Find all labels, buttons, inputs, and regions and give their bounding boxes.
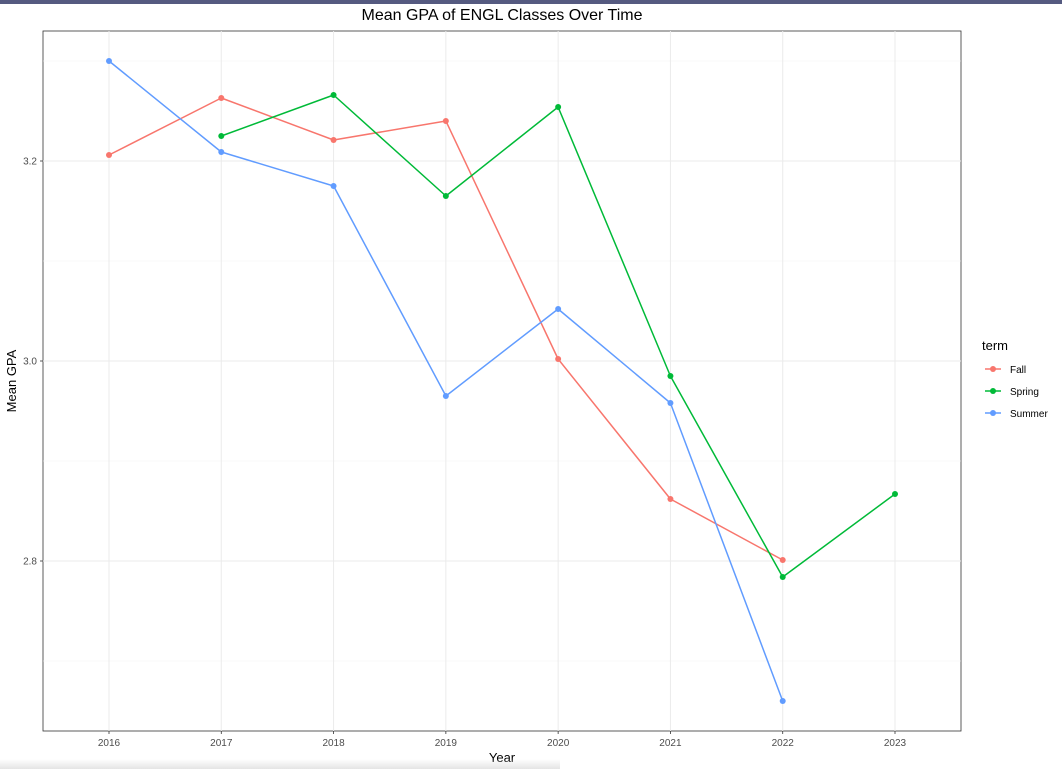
data-point-spring [218, 133, 225, 139]
data-point-spring [667, 373, 674, 379]
legend-key-point-summer [990, 410, 996, 416]
legend-key-point-spring [990, 388, 996, 394]
window-top-bar [0, 0, 1062, 4]
data-point-fall [555, 356, 562, 362]
legend-label-spring: Spring [1010, 387, 1039, 398]
data-point-spring [779, 574, 786, 580]
legend-label-summer: Summer [1010, 409, 1048, 420]
x-tick-label: 2019 [435, 738, 458, 749]
data-point-spring [892, 491, 898, 497]
x-tick-label: 2020 [547, 738, 570, 749]
plot-panel [42, 30, 962, 732]
data-point-fall [779, 557, 786, 563]
data-point-fall [442, 118, 449, 124]
data-point-summer [330, 183, 337, 189]
x-tick-label: 2021 [659, 738, 682, 749]
y-axis-ticks: 2.8 3.0 3.2 [23, 157, 43, 568]
x-tick-label: 2022 [772, 738, 795, 749]
data-point-fall [667, 496, 674, 502]
x-axis-ticks: 2016 2017 2018 2019 2020 2021 2022 2023 [98, 731, 907, 749]
legend: term Fall Spring Summer [982, 338, 1048, 420]
x-tick-label: 2016 [98, 738, 121, 749]
x-tick-label: 2018 [322, 738, 345, 749]
x-tick-label: 2023 [884, 738, 907, 749]
data-point-summer [218, 149, 225, 155]
y-tick-label: 2.8 [23, 557, 37, 568]
legend-key-point-fall [990, 366, 996, 372]
data-point-fall [330, 137, 337, 143]
data-point-fall [106, 152, 112, 158]
grid-lines [43, 31, 961, 731]
data-point-fall [218, 95, 225, 101]
data-point-spring [442, 193, 449, 199]
data-point-summer [779, 698, 786, 704]
legend-title: term [982, 338, 1008, 353]
y-tick-label: 3.2 [23, 157, 37, 168]
data-point-summer [555, 306, 562, 312]
x-tick-label: 2017 [210, 738, 233, 749]
data-point-spring [330, 92, 337, 98]
chart-title: Mean GPA of ENGL Classes Over Time [362, 7, 643, 24]
data-point-summer [667, 400, 674, 406]
data-point-summer [442, 393, 449, 399]
data-point-summer [106, 58, 112, 64]
legend-label-fall: Fall [1010, 365, 1026, 376]
y-axis-title: Mean GPA [4, 349, 19, 412]
data-point-spring [555, 104, 562, 110]
bottom-shadow [0, 759, 560, 769]
y-tick-label: 3.0 [23, 357, 37, 368]
series-layer [106, 58, 898, 704]
